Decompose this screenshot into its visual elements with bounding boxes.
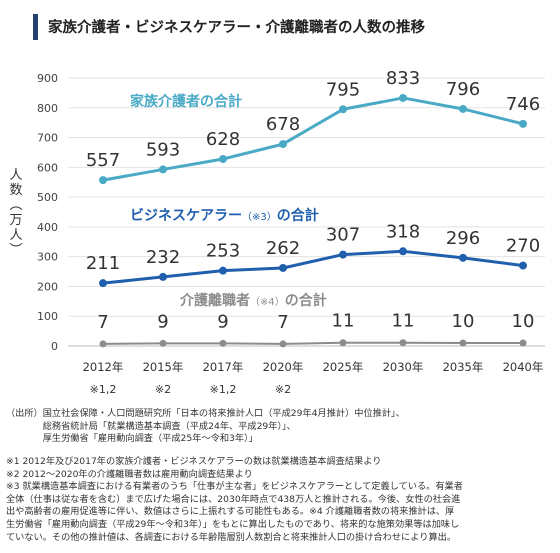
data-label: 10 — [452, 311, 475, 332]
data-point — [219, 266, 227, 275]
y-tick-label: 100 — [37, 310, 58, 323]
data-point — [279, 340, 287, 348]
data-label: 318 — [386, 221, 420, 242]
data-label: 796 — [446, 79, 480, 100]
y-axis-label-char: 人 — [9, 228, 23, 243]
data-point — [159, 339, 167, 347]
x-tick-note: ※1,2 — [210, 383, 237, 396]
data-point — [279, 263, 287, 272]
x-tick-note: ※2 — [155, 383, 171, 396]
series-line — [102, 96, 524, 182]
data-point — [219, 154, 227, 163]
x-tick-label: 2035年 — [443, 360, 484, 374]
x-tick-note: ※1,2 — [90, 383, 117, 396]
data-label: 10 — [512, 311, 535, 332]
series-line — [102, 249, 524, 285]
data-label: 211 — [86, 253, 120, 274]
x-tick-label: 2030年 — [383, 360, 424, 374]
data-label: 253 — [206, 241, 240, 262]
series-line — [102, 341, 523, 345]
data-point — [459, 253, 467, 262]
data-point — [519, 261, 527, 270]
data-label: 7 — [277, 312, 288, 333]
data-label: 7 — [97, 312, 108, 333]
data-point — [459, 104, 467, 113]
data-point — [99, 340, 107, 348]
line-chart: 0 100 200 300 400 500 600 700 800 900 2012年 ※1,2 201… — [37, 68, 545, 396]
x-tick-label: 2025年 — [323, 360, 364, 374]
chart-title: 家族介護者・ビジネスケアラー・介護離職者の人数の推移 — [48, 20, 425, 36]
data-point — [399, 247, 407, 256]
x-tick-label: 2015年 — [143, 360, 184, 374]
data-label: 746 — [506, 94, 540, 115]
data-point — [99, 279, 107, 288]
data-label: 232 — [146, 247, 180, 268]
y-tick-label: 900 — [37, 72, 58, 85]
data-label: 307 — [326, 225, 360, 246]
data-point — [339, 250, 347, 259]
data-label: 593 — [146, 139, 180, 160]
data-point — [99, 176, 107, 185]
y-axis-label-char: ︶ — [9, 243, 23, 258]
data-label: 11 — [332, 311, 355, 332]
x-tick-label: 2020年 — [263, 360, 304, 374]
data-point — [519, 339, 527, 347]
y-tick-label: 200 — [37, 280, 58, 293]
data-point — [519, 119, 527, 128]
data-label: 9 — [157, 311, 168, 332]
data-label: 9 — [217, 311, 228, 332]
data-point — [159, 272, 167, 281]
y-axis-label: 人 数 ︵ 万 人 ︶ — [6, 168, 26, 258]
series-name-label: 介護離職者（※4）の合計 — [179, 292, 327, 309]
x-tick-label: 2040年 — [503, 360, 544, 374]
y-axis-label-char: ︵ — [9, 198, 23, 213]
data-point — [399, 339, 407, 347]
source-note: （出所）国立社会保障・人口問題研究所「日本の将来推計人口（平成29年4月推計）中… — [6, 408, 405, 445]
data-label: 795 — [326, 79, 360, 100]
data-point — [459, 339, 467, 347]
x-tick-label: 2012年 — [83, 360, 124, 374]
data-point — [219, 339, 227, 347]
y-tick-label: 300 — [37, 251, 58, 264]
data-label: 678 — [266, 114, 300, 135]
data-label: 557 — [86, 150, 120, 171]
y-tick-label: 500 — [37, 191, 58, 204]
data-label: 628 — [206, 129, 240, 150]
x-tick-note: ※2 — [275, 383, 291, 396]
y-tick-label: 700 — [37, 132, 58, 145]
data-point — [159, 165, 167, 174]
data-label: 296 — [446, 228, 480, 249]
data-label: 270 — [506, 236, 540, 257]
data-point — [339, 339, 347, 347]
y-axis-label-char: 数 — [9, 183, 23, 198]
data-point — [339, 105, 347, 114]
x-tick-label: 2017年 — [203, 360, 244, 374]
series-name-label: 家族介護者の合計 — [130, 93, 242, 110]
y-axis-label-char: 万 — [9, 213, 23, 228]
y-tick-label: 0 — [51, 340, 58, 353]
y-tick-label: 800 — [37, 102, 58, 115]
title-accent-bar — [33, 14, 38, 40]
y-tick-label: 600 — [37, 161, 58, 174]
data-label: 262 — [266, 238, 300, 259]
data-label: 833 — [386, 68, 420, 89]
footnotes: ※1 2012年及び2017年の家族介護者・ビジネスケアラーの数は就業構造基本調… — [6, 456, 463, 543]
data-point — [399, 93, 407, 102]
y-axis-label-char: 人 — [9, 168, 23, 183]
data-label: 11 — [392, 311, 415, 332]
data-point — [279, 140, 287, 149]
y-tick-label: 400 — [37, 221, 58, 234]
series-name-label: ビジネスケアラー（※3）の合計 — [130, 207, 319, 224]
